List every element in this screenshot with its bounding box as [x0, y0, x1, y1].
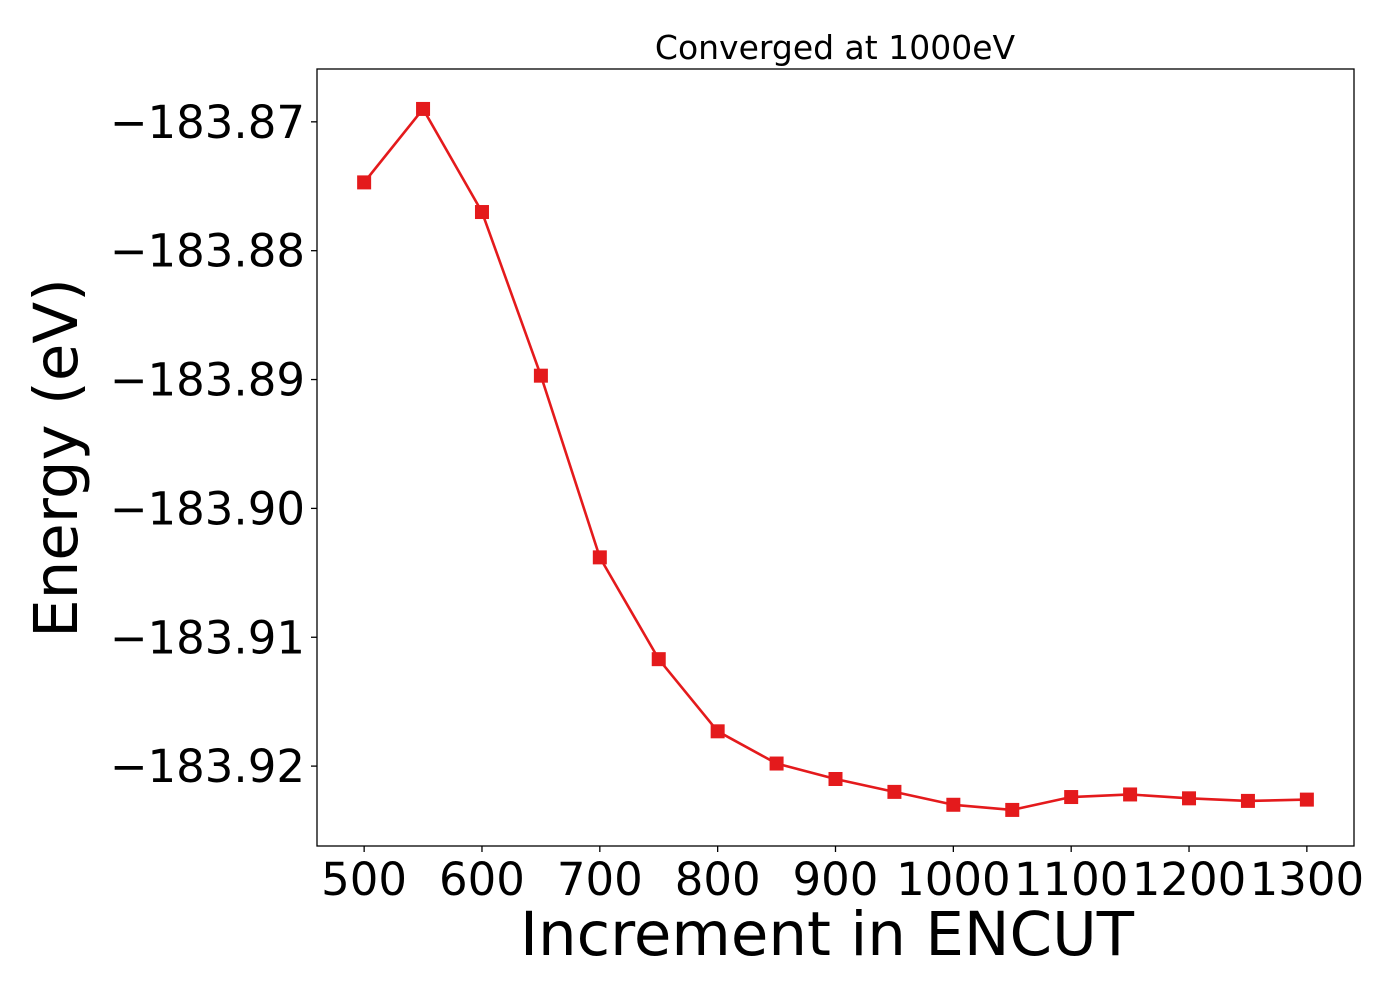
- y-tick-label: −183.92: [110, 740, 305, 793]
- y-axis: −183.87 −183.88 −183.89 −183.90 −183.91 −183.…: [110, 96, 317, 793]
- x-tick-label: 800: [675, 853, 761, 906]
- y-tick-label: −183.89: [110, 354, 305, 407]
- x-tick-label: 1100: [1014, 853, 1129, 906]
- data-point-marker: [887, 784, 902, 799]
- x-tick-label: 500: [321, 853, 407, 906]
- data-point-marker: [533, 368, 548, 383]
- y-tick-label: −183.87: [110, 96, 305, 149]
- y-tick-label: −183.91: [110, 611, 305, 664]
- data-point-marker: [357, 175, 372, 190]
- x-tick-label: 1000: [896, 853, 1011, 906]
- data-point-marker: [651, 652, 666, 667]
- data-point-marker: [1005, 802, 1020, 817]
- x-tick-label: 1200: [1132, 853, 1247, 906]
- y-tick-label: −183.88: [110, 225, 305, 278]
- data-point-marker: [710, 724, 725, 739]
- data-point-marker: [1064, 790, 1079, 805]
- data-point-marker: [1299, 792, 1314, 807]
- x-axis: 500 600 700 800 900 1000 1100 1200 1300: [321, 846, 1364, 906]
- x-tick-label: 600: [439, 853, 525, 906]
- data-point-marker: [828, 771, 843, 786]
- data-point-marker: [592, 550, 607, 565]
- plot-area: 500 600 700 800 900 1000 1100 1200 1300 −183.87−…: [110, 68, 1364, 906]
- x-axis-label: Increment in ENCUT: [520, 899, 1135, 970]
- x-tick-label: 1300: [1250, 853, 1365, 906]
- plot-frame: [316, 68, 1355, 847]
- series-layer: [357, 101, 1314, 817]
- data-point-marker: [1240, 793, 1255, 808]
- y-axis-label: Energy (eV): [21, 278, 92, 638]
- data-point-marker: [769, 756, 784, 771]
- data-point-marker: [1123, 787, 1138, 802]
- x-tick-label: 900: [793, 853, 879, 906]
- data-point-marker: [416, 101, 431, 116]
- data-point-marker: [474, 205, 489, 220]
- x-tick-label: 700: [557, 853, 643, 906]
- data-point-marker: [946, 797, 961, 812]
- y-tick-label: −183.90: [110, 482, 305, 535]
- data-point-marker: [1182, 791, 1197, 806]
- chart-title: Converged at 1000eV: [655, 28, 1016, 67]
